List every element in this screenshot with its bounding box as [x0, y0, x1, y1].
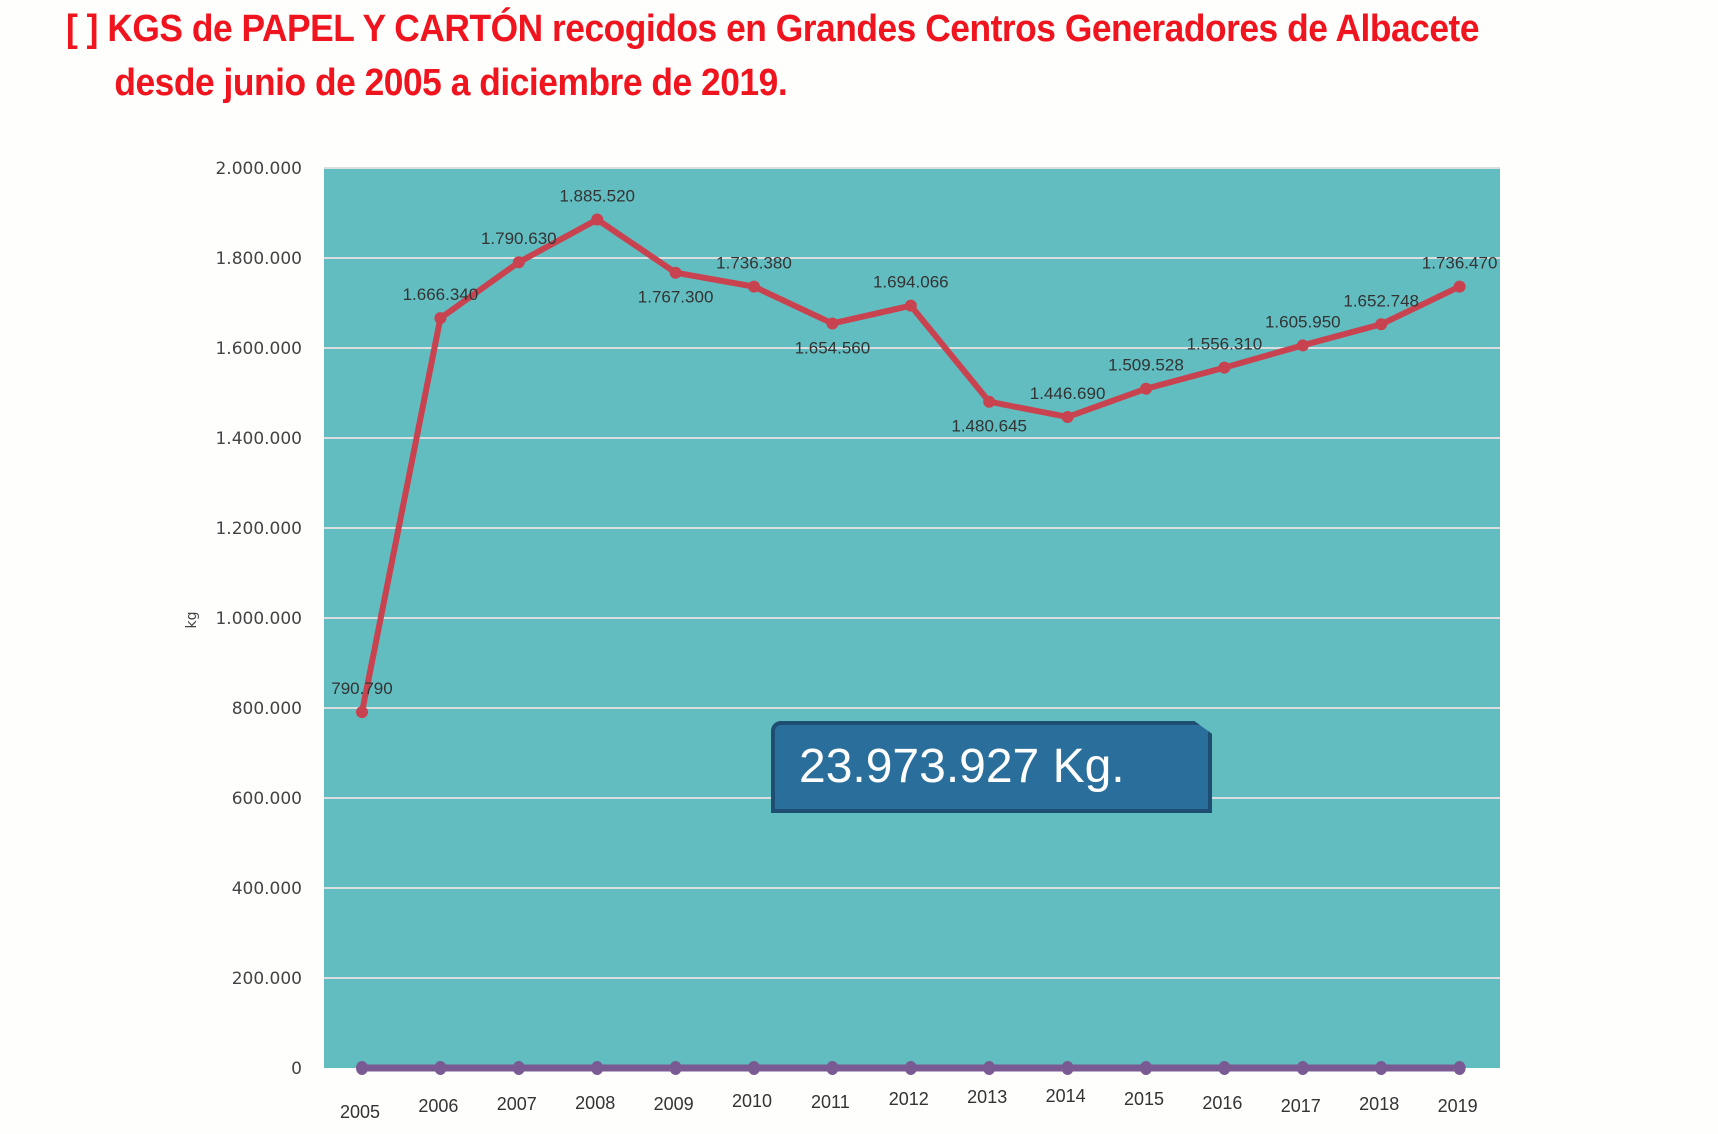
y-axis-label: kg: [184, 612, 200, 629]
y-tick-label: 1.200.000: [215, 519, 302, 539]
data-label: 1.790.630: [481, 229, 557, 248]
data-point: [434, 1061, 447, 1075]
y-tick-label: 1.000.000: [215, 609, 302, 629]
total-callout: 23.973.927 Kg.: [771, 721, 1212, 813]
x-tick-label: 2008: [575, 1093, 615, 1113]
data-label: 1.736.470: [1422, 254, 1498, 273]
y-tick-label: 1.800.000: [215, 249, 302, 269]
x-tick-label: 2017: [1281, 1096, 1321, 1116]
x-tick-label: 2013: [967, 1087, 1007, 1107]
y-tick-label: 1.400.000: [215, 429, 302, 449]
data-label: 1.666.340: [403, 285, 479, 304]
title-line-1: [ ] KGS de PAPEL Y CARTÓN recogidos en G…: [66, 8, 1480, 50]
x-tick-label: 2010: [732, 1091, 772, 1111]
data-label: 1.652.748: [1343, 291, 1419, 310]
data-point: [1140, 382, 1152, 395]
x-tick-label: 2005: [340, 1102, 380, 1122]
x-tick-label: 2007: [497, 1094, 537, 1114]
y-tick-label: 1.600.000: [215, 339, 302, 359]
data-label: 1.694.066: [873, 273, 949, 292]
data-point: [826, 1061, 839, 1075]
data-point: [748, 280, 760, 293]
data-point: [669, 1061, 682, 1075]
title-line-2: desde junio de 2005 a diciembre de 2019.: [114, 62, 788, 104]
data-point: [983, 1061, 996, 1075]
y-tick-label: 600.000: [232, 789, 302, 809]
x-tick-label: 2016: [1202, 1093, 1242, 1113]
data-point: [1375, 1061, 1388, 1075]
data-point: [826, 317, 839, 330]
data-point: [1375, 318, 1388, 331]
x-tick-label: 2015: [1124, 1089, 1164, 1109]
data-point: [1061, 410, 1074, 423]
x-tick-label: 2014: [1046, 1086, 1086, 1106]
data-point: [1140, 1061, 1152, 1075]
x-tick-label: 2012: [889, 1089, 929, 1109]
x-tick-label: 2011: [811, 1092, 850, 1112]
data-label: 790.790: [331, 679, 392, 698]
data-label: 1.556.310: [1187, 335, 1263, 354]
data-label: 1.885.520: [559, 187, 635, 206]
data-point: [591, 1061, 604, 1075]
data-label: 1.767.300: [638, 288, 714, 307]
x-tick-label: 2018: [1359, 1094, 1399, 1114]
data-point: [983, 395, 996, 408]
data-point: [591, 213, 604, 226]
x-tick-label: 2019: [1438, 1096, 1478, 1116]
data-label: 1.509.528: [1108, 356, 1184, 375]
data-point: [904, 299, 917, 312]
y-tick-label: 400.000: [232, 879, 302, 899]
data-point: [748, 1061, 760, 1075]
x-tick-label: 2006: [418, 1096, 458, 1116]
data-point: [1218, 361, 1231, 374]
data-point: [904, 1061, 917, 1075]
data-point: [356, 706, 368, 719]
y-tick-label: 0: [291, 1059, 302, 1079]
data-point: [669, 266, 682, 279]
data-point: [1061, 1061, 1074, 1075]
data-label: 1.446.690: [1030, 384, 1106, 403]
y-tick-label: 2.000.000: [215, 159, 302, 179]
data-point: [434, 312, 447, 325]
y-tick-label: 800.000: [232, 699, 302, 719]
data-point: [1453, 1061, 1466, 1075]
chart-title: [ ] KGS de PAPEL Y CARTÓN recogidos en G…: [66, 2, 1480, 110]
data-label: 1.736.380: [716, 254, 792, 273]
data-label: 1.480.645: [951, 417, 1027, 436]
data-point: [1218, 1061, 1231, 1075]
y-tick-label: 200.000: [232, 969, 302, 989]
x-tick-label: 2009: [654, 1094, 694, 1114]
data-point: [1296, 339, 1309, 352]
data-point: [1453, 280, 1466, 293]
data-point: [512, 256, 525, 269]
data-point: [356, 1061, 368, 1075]
data-label: 1.605.950: [1265, 312, 1341, 331]
data-point: [1296, 1061, 1309, 1075]
data-label: 1.654.560: [795, 338, 871, 357]
data-point: [512, 1061, 525, 1075]
